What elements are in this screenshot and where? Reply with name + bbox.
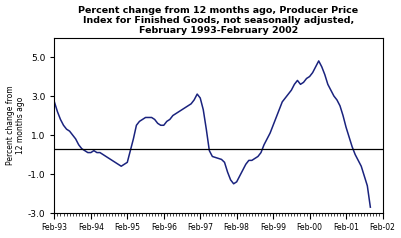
Y-axis label: Percent change from
12 months ago: Percent change from 12 months ago xyxy=(6,85,25,165)
Title: Percent change from 12 months ago, Producer Price
Index for Finished Goods, not : Percent change from 12 months ago, Produ… xyxy=(78,5,358,35)
